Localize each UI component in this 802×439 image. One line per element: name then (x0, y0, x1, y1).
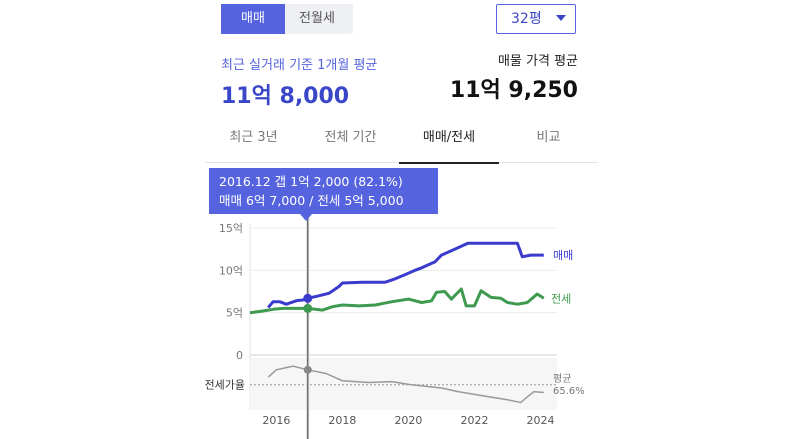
listing-price-label: 매물 가격 평균 (497, 54, 578, 69)
deal-tab-sale[interactable]: 매매 (221, 4, 285, 34)
x-tick-label: 2018 (328, 414, 356, 427)
chart-tooltip: 2016.12 갭 1억 2,000 (82.1%) 매매 6억 7,000 /… (209, 168, 438, 214)
tooltip-gap-line: 2016.12 갭 1억 2,000 (82.1%) (219, 174, 403, 189)
x-tick-label: 2022 (460, 414, 488, 427)
tooltip-pointer (300, 214, 312, 221)
x-tick-label: 2020 (394, 414, 422, 427)
deal-tab-rent[interactable]: 전월세 (299, 11, 335, 26)
ratio-marker (303, 365, 312, 374)
tab-recent-3y[interactable]: 최근 3년 (229, 130, 278, 145)
sale-price-line (267, 241, 544, 309)
lease-price-line (249, 287, 545, 315)
x-tick-label: 2016 (262, 414, 290, 427)
area-select-value: 32평 (511, 11, 542, 27)
period-tabs: 최근 3년 전체 기간 매매/전세 비교 (205, 120, 598, 164)
tooltip-price-line: 매매 6억 7,000 / 전세 5억 5,000 (219, 193, 404, 208)
area-select[interactable]: 32평 (496, 4, 576, 34)
y-tick-label: 0 (236, 349, 243, 362)
y-tick-label: 5억 (226, 307, 243, 320)
x-tick-label: 2024 (526, 414, 554, 427)
y-tick-label: 10억 (219, 264, 243, 277)
tab-all-period[interactable]: 전체 기간 (324, 130, 377, 145)
lease-marker (303, 303, 313, 313)
sale-marker (303, 293, 313, 303)
ratio-average-value: 65.6% (553, 386, 585, 397)
sale-series-label: 매매 (553, 249, 573, 262)
tab-sale-lease[interactable]: 매매/전세 (399, 120, 499, 164)
recent-price-value: 11억 8,000 (221, 84, 350, 109)
recent-price-label: 최근 실거래 기준 1개월 평균 (221, 58, 378, 73)
caret-down-icon (556, 15, 566, 21)
listing-price-value: 11억 9,250 (449, 78, 578, 103)
ratio-average-label: 평균 (553, 373, 571, 385)
tab-compare[interactable]: 비교 (536, 130, 561, 145)
deal-type-toggle: 매매 전월세 (221, 4, 353, 34)
ratio-label: 전세가율 (205, 379, 245, 392)
lease-series-label: 전세 (551, 292, 571, 305)
y-tick-label: 15억 (219, 222, 243, 235)
